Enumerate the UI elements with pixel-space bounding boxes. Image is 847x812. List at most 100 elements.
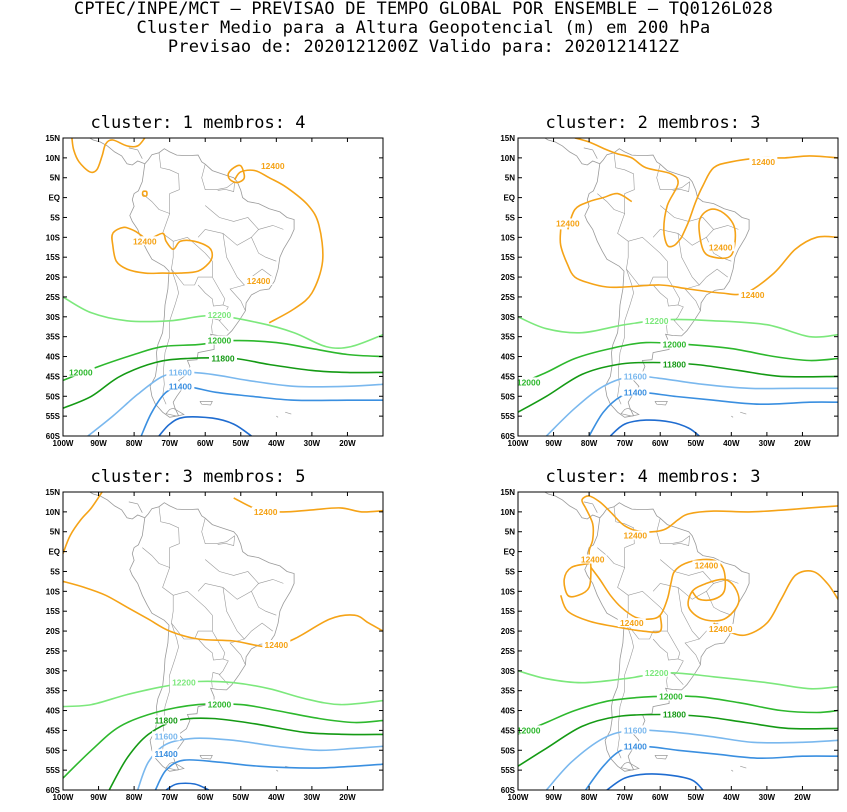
lat-label: 40S <box>46 707 61 716</box>
lat-label: 20S <box>46 273 61 282</box>
lat-label: 30S <box>501 667 516 676</box>
lat-label: 15S <box>501 607 516 616</box>
coastline-central-america <box>89 492 145 520</box>
lon-label: 90W <box>545 439 562 448</box>
panel-title: cluster: 2 membros: 3 <box>545 113 761 133</box>
contour-line <box>140 385 383 436</box>
lon-label: 50W <box>233 439 250 448</box>
contour-label: 11600 <box>624 371 647 381</box>
country-border <box>684 284 701 311</box>
panel-title: cluster: 3 membros: 5 <box>90 467 306 487</box>
lat-label: 5S <box>505 567 515 576</box>
contour-line <box>606 773 704 790</box>
contour-line <box>574 138 683 248</box>
map-cluster-4: 12400 12400 12400 12400 12400 12200 12000 11800… <box>500 488 839 802</box>
lat-label: 15N <box>500 134 515 143</box>
island-outline <box>740 411 747 415</box>
lat-label: 50S <box>46 746 61 755</box>
lat-label: 10N <box>45 508 60 517</box>
lon-label: 80W <box>126 793 143 802</box>
lat-label: 20S <box>501 273 516 282</box>
header-line-3: Previsao de: 2020121200Z Valido para: 20… <box>167 37 680 57</box>
country-border <box>205 205 259 230</box>
contour-label-bg <box>617 618 646 628</box>
lon-label: 30W <box>759 793 776 802</box>
lat-label: EQ <box>503 194 515 203</box>
lat-label: 10S <box>46 233 61 242</box>
contour-label: 12400 <box>624 531 648 541</box>
lat-label: 15N <box>45 134 60 143</box>
contour-label: 11800 <box>663 710 686 720</box>
lat-label: 15N <box>45 488 60 497</box>
country-border <box>706 591 732 616</box>
contour-label: 12400 <box>752 157 776 167</box>
contour-label-bg <box>166 381 195 391</box>
lon-label: 20W <box>339 793 356 802</box>
lon-label: 70W <box>161 439 178 448</box>
lat-label: 5N <box>50 528 60 537</box>
lat-label: 10N <box>500 508 515 517</box>
contour-label-bg <box>656 691 685 701</box>
island-outline <box>285 411 292 415</box>
map-layer: 12400 12400 12400 12400 12400 12200 12000 11800… <box>518 492 838 790</box>
lon-label: 50W <box>688 439 705 448</box>
contour-label-bg <box>642 667 671 677</box>
panel-title: cluster: 4 membros: 3 <box>545 467 761 487</box>
island-outline <box>731 415 734 418</box>
contour-label-bg <box>518 377 543 387</box>
contour-line <box>567 192 633 230</box>
contour-line <box>154 759 383 790</box>
contour-line <box>518 361 838 413</box>
lon-label: 30W <box>759 439 776 448</box>
lat-label: 15S <box>46 253 61 262</box>
country-border <box>684 638 701 665</box>
lat-label: 30S <box>46 667 61 676</box>
contour-label: 12000 <box>659 692 683 702</box>
lon-label: 40W <box>268 793 285 802</box>
contour-label-bg <box>244 276 273 286</box>
contour-label-bg <box>169 677 198 687</box>
contour-label: 12400 <box>133 236 157 246</box>
lon-label: 60W <box>197 439 214 448</box>
map-background <box>518 492 838 790</box>
lat-label: 10N <box>500 154 515 163</box>
lon-label: 60W <box>652 793 669 802</box>
map-cluster-2: 12400 12400 12400 12400 12200 12000 11800 12000… <box>500 134 839 448</box>
contour-line <box>518 713 838 767</box>
contour-label: 12200 <box>645 316 669 326</box>
contour-label: 12400 <box>265 640 289 650</box>
island-outline <box>654 401 668 406</box>
lon-label: 50W <box>688 793 705 802</box>
contour-label: 12000 <box>208 336 232 346</box>
contour-label-bg <box>205 699 234 709</box>
country-border <box>171 268 213 286</box>
lon-label: 20W <box>339 439 356 448</box>
island-outline <box>583 147 598 159</box>
lat-label: 55S <box>46 412 61 421</box>
lon-label: 100W <box>508 793 529 802</box>
lat-label: 45S <box>501 372 516 381</box>
lat-label: 35S <box>501 687 516 696</box>
lat-label: 5N <box>50 174 60 183</box>
contour-label: 12200 <box>172 678 196 688</box>
contour-label: 12400 <box>581 555 605 565</box>
lat-label: 30S <box>501 313 516 322</box>
contour-label-bg <box>660 339 689 349</box>
contour-line <box>590 558 727 621</box>
lat-label: 5S <box>505 213 515 222</box>
country-border <box>626 622 668 640</box>
lon-label: 70W <box>616 439 633 448</box>
lon-label: 50W <box>233 793 250 802</box>
lon-label: 20W <box>794 439 811 448</box>
contour-label: 11600 <box>624 725 647 735</box>
lat-label: 50S <box>501 746 516 755</box>
country-border <box>197 225 284 246</box>
contour-line <box>559 594 663 634</box>
country-border <box>205 559 259 584</box>
contour-label-bg <box>66 367 95 377</box>
contour-label-bg <box>621 371 650 381</box>
contour-label: 12400 <box>620 618 644 628</box>
contour-label: 11800 <box>663 359 686 369</box>
island-outline <box>276 769 279 772</box>
contour-label-bg <box>749 156 778 166</box>
